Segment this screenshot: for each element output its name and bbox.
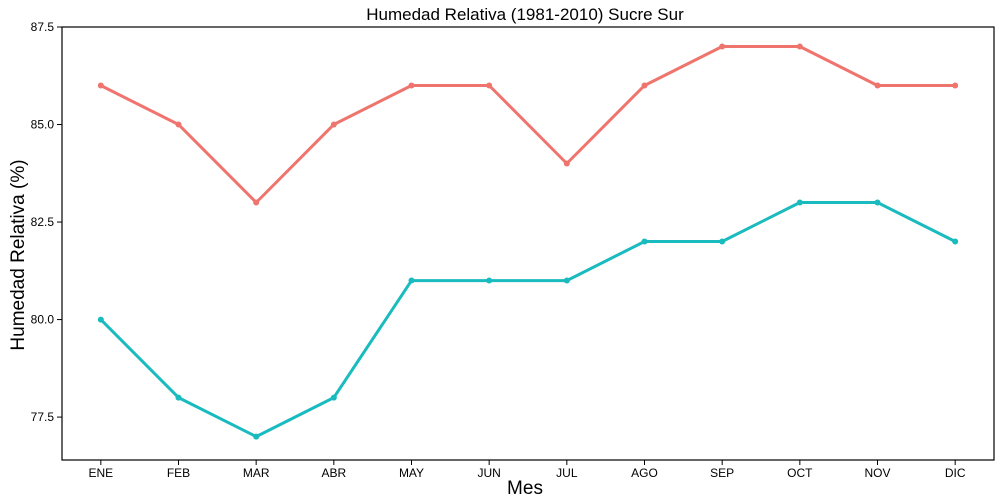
y-axis: 77.5 80.0 82.5 85.0 87.5 (31, 20, 62, 424)
plot-border (61, 26, 995, 461)
x-tick-label: NOV (864, 466, 890, 480)
x-tick-label: MAY (399, 466, 424, 480)
x-tick-label: OCT (787, 466, 813, 480)
y-tick-label: 77.5 (31, 410, 55, 424)
x-tick-label: ABR (321, 466, 346, 480)
x-tick-label: MAR (243, 466, 270, 480)
plot-frame (61, 26, 995, 461)
data-point (175, 394, 182, 401)
data-point (641, 238, 648, 245)
x-tick-label: ENE (88, 466, 113, 480)
y-tick-label: 82.5 (31, 215, 55, 229)
data-point (641, 82, 648, 89)
x-tick-label: SEP (710, 466, 734, 480)
x-tick-label: DIC (945, 466, 966, 480)
x-axis-title: Mes (507, 478, 543, 499)
x-tick-label: JUL (556, 466, 578, 480)
data-point (719, 43, 726, 50)
series-2 (97, 199, 959, 440)
y-tick-label: 85.0 (31, 118, 55, 132)
data-point (408, 82, 415, 89)
data-point (952, 82, 959, 89)
data-point (330, 121, 337, 128)
data-point (796, 199, 803, 206)
data-point (874, 199, 881, 206)
data-point (97, 316, 104, 323)
data-point (874, 82, 881, 89)
x-tick-label: JUN (477, 466, 500, 480)
x-tick-label: AGO (631, 466, 658, 480)
data-point (408, 277, 415, 284)
data-point (486, 277, 493, 284)
x-axis: ENE FEB MAR ABR MAY JUN JUL AGO SEP OCT NOV DIC (88, 460, 966, 480)
series-line (100, 45, 956, 204)
x-tick-label: FEB (167, 466, 190, 480)
series-layer (97, 43, 959, 440)
data-point (175, 121, 182, 128)
data-point (719, 238, 726, 245)
data-point (253, 199, 260, 206)
data-point (97, 82, 104, 89)
data-point (330, 394, 337, 401)
y-tick-label: 87.5 (31, 20, 55, 34)
series-line (99, 201, 956, 439)
data-point (563, 277, 570, 284)
data-point (253, 433, 260, 440)
y-axis-title: Humedad Relativa (%) (8, 159, 29, 350)
chart-title: Humedad Relativa (1981-2010) Sucre Sur (366, 5, 684, 24)
y-tick-label: 80.0 (31, 313, 55, 327)
data-point (796, 43, 803, 50)
series-1 (97, 43, 959, 206)
data-point (486, 82, 493, 89)
data-point (563, 160, 570, 167)
data-point (952, 238, 959, 245)
